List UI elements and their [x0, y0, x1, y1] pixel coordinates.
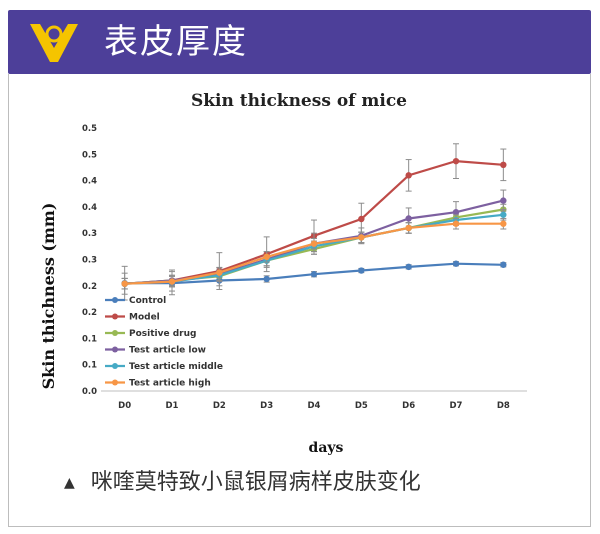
y-axis-title: Skin thichness (mm): [39, 203, 58, 390]
y-tick-label: 0.0: [82, 387, 97, 397]
data-point: [405, 215, 412, 222]
data-point: [358, 267, 365, 274]
legend-marker: [112, 297, 118, 303]
legend-item: Test article middle: [105, 362, 223, 372]
data-point: [452, 157, 460, 165]
data-point: [310, 271, 318, 278]
y-tick-label: 0.3: [82, 229, 97, 239]
x-tick-label: D1: [166, 401, 179, 411]
legend-item: Control: [105, 296, 166, 306]
legend-marker: [112, 363, 118, 369]
data-point: [452, 220, 460, 227]
data-point: [405, 172, 412, 179]
y-tick-label: 0.3: [82, 256, 97, 266]
legend-item: Test article high: [105, 379, 211, 389]
chart-title: Skin thickness of mice: [191, 91, 407, 111]
x-tick-label: D7: [450, 401, 463, 411]
x-tick-label: D4: [308, 401, 321, 411]
caption-marker: ▲: [64, 475, 75, 491]
data-point: [263, 253, 270, 261]
y-tick-label: 0.4: [82, 177, 97, 187]
legend-marker: [112, 313, 118, 320]
legend-label: Positive drug: [129, 329, 196, 339]
data-point: [263, 275, 270, 283]
data-point: [310, 240, 318, 247]
section-header: 表皮厚度: [8, 10, 591, 74]
data-point: [168, 278, 176, 285]
v-logo-icon: [30, 24, 78, 62]
data-point: [452, 208, 460, 216]
data-point: [405, 224, 412, 232]
data-point: [358, 215, 365, 223]
legend-label: Test article low: [129, 346, 206, 356]
y-tick-label: 0.2: [82, 308, 97, 318]
y-tick-label: 0.4: [82, 203, 97, 213]
section-title: 表皮厚度: [104, 22, 248, 62]
y-tick-label: 0.5: [82, 124, 97, 134]
legend-item: Positive drug: [105, 329, 196, 339]
legend-marker: [112, 346, 118, 353]
legend-marker: [112, 330, 118, 336]
data-point: [405, 263, 412, 271]
figure-caption: ▲ 咪喹莫特致小鼠银屑病样皮肤变化: [64, 468, 421, 498]
caption-text: 咪喹莫特致小鼠银屑病样皮肤变化: [90, 470, 421, 495]
line-chart: Skin thickness of mice 0.0 0.1 0.1 0.2 0.2 0.…: [39, 91, 527, 456]
legend-label: Test article middle: [129, 362, 223, 372]
x-tick-label: D2: [213, 401, 226, 411]
chart-container: Skin thickness of mice 0.0 0.1 0.1 0.2 0.2 0.…: [32, 80, 546, 464]
legend-item: Model: [105, 313, 160, 323]
y-tick-label: 0.2: [82, 282, 97, 292]
legend-label: Model: [129, 313, 160, 323]
x-tick-label: D6: [402, 401, 415, 411]
x-axis-title: days: [309, 440, 344, 456]
series-group: [121, 217, 507, 290]
legend-label: Test article high: [129, 379, 211, 389]
x-tick-label: D8: [497, 401, 510, 411]
legend-marker: [112, 379, 118, 386]
y-tick-label: 0.1: [82, 361, 97, 371]
data-point: [500, 220, 507, 227]
x-tick-label: D0: [118, 401, 131, 411]
data-point: [358, 234, 365, 241]
data-point: [452, 260, 460, 267]
data-point: [121, 280, 128, 287]
legend-item: Test article low: [105, 346, 206, 356]
data-point: [500, 211, 507, 218]
data-point: [500, 261, 507, 268]
data-point: [500, 197, 507, 204]
y-tick-label: 0.1: [82, 334, 97, 344]
x-tick-label: D5: [355, 401, 368, 411]
data-point: [500, 161, 507, 169]
x-tick-label: D3: [260, 401, 273, 411]
y-tick-label: 0.5: [82, 150, 97, 160]
data-point: [216, 269, 223, 276]
legend-label: Control: [129, 296, 166, 306]
